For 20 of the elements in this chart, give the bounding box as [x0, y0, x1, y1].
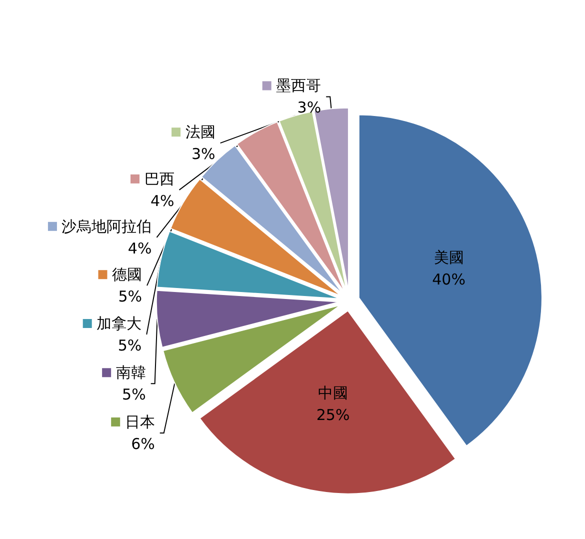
data-label: 40% — [432, 270, 466, 289]
data-label: 25% — [316, 406, 350, 424]
legend-label: 日本 — [120, 412, 155, 431]
legend-label: 墨西哥 — [271, 76, 322, 95]
data-label: 3% — [297, 98, 322, 117]
slice-label: 中國 — [318, 384, 348, 402]
legend-label: 德國 — [107, 266, 142, 284]
data-label: 3% — [192, 145, 216, 164]
slice-label: 美國 — [434, 248, 464, 267]
legend-label: 南韓 — [111, 364, 146, 382]
data-label: 6% — [131, 434, 155, 453]
legend-label: 巴西 — [139, 170, 174, 188]
legend-label: 沙烏地阿拉伯 — [56, 217, 152, 236]
data-label: 4% — [128, 239, 152, 258]
data-label: 4% — [150, 192, 174, 210]
data-label: 5% — [122, 386, 146, 404]
data-label: 5% — [118, 288, 142, 306]
legend-label: 加拿大 — [92, 314, 142, 333]
legend-label: 法國 — [180, 123, 216, 142]
data-label: 5% — [118, 336, 142, 355]
